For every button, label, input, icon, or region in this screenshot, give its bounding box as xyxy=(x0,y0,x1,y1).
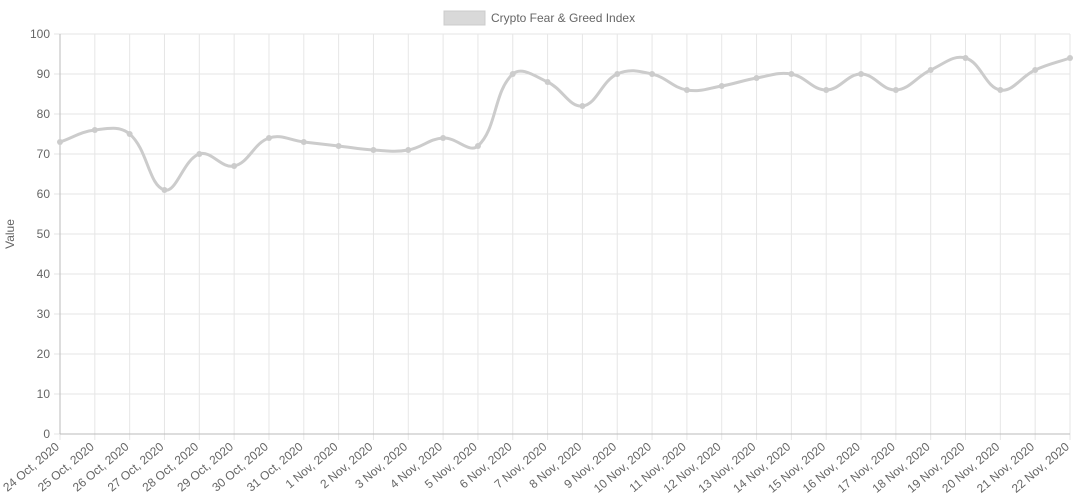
data-point xyxy=(788,71,795,77)
data-point xyxy=(474,143,481,149)
data-point xyxy=(265,135,272,141)
data-point xyxy=(823,87,830,93)
data-point xyxy=(1067,55,1073,61)
y-tick-label: 80 xyxy=(37,107,51,121)
data-point xyxy=(335,143,342,149)
data-point xyxy=(91,127,98,133)
y-tick-label: 20 xyxy=(37,347,51,361)
data-point xyxy=(614,71,621,77)
data-line xyxy=(59,55,1071,192)
data-point xyxy=(370,147,377,153)
data-point xyxy=(300,139,307,145)
data-point xyxy=(962,55,969,61)
y-tick-label: 70 xyxy=(37,147,51,161)
data-point xyxy=(753,75,760,81)
data-point xyxy=(892,87,899,93)
data-point xyxy=(544,79,551,85)
data-point xyxy=(718,83,725,89)
y-tick-label: 40 xyxy=(37,267,51,281)
y-tick-label: 100 xyxy=(30,27,50,41)
data-point xyxy=(927,67,934,73)
y-tick-label: 50 xyxy=(37,227,51,241)
y-tick-label: 30 xyxy=(37,307,51,321)
data-point xyxy=(1032,67,1039,73)
data-point xyxy=(649,71,656,77)
data-point xyxy=(997,87,1004,93)
data-point xyxy=(57,139,63,145)
data-point xyxy=(858,71,865,77)
data-point xyxy=(161,187,168,193)
y-tick-label: 10 xyxy=(37,387,51,401)
y-tick-label: 0 xyxy=(43,427,50,441)
data-point xyxy=(509,71,516,77)
data-point xyxy=(683,87,690,93)
y-axis-title: Value xyxy=(3,219,17,249)
data-point xyxy=(231,163,238,169)
data-point xyxy=(126,131,133,137)
data-point xyxy=(579,103,586,109)
legend-label: Crypto Fear & Greed Index xyxy=(491,11,635,25)
data-point xyxy=(196,151,203,157)
y-tick-label: 90 xyxy=(37,67,51,81)
legend-swatch xyxy=(443,10,486,26)
data-point xyxy=(405,147,412,153)
data-point xyxy=(440,135,447,141)
y-tick-label: 60 xyxy=(37,187,51,201)
